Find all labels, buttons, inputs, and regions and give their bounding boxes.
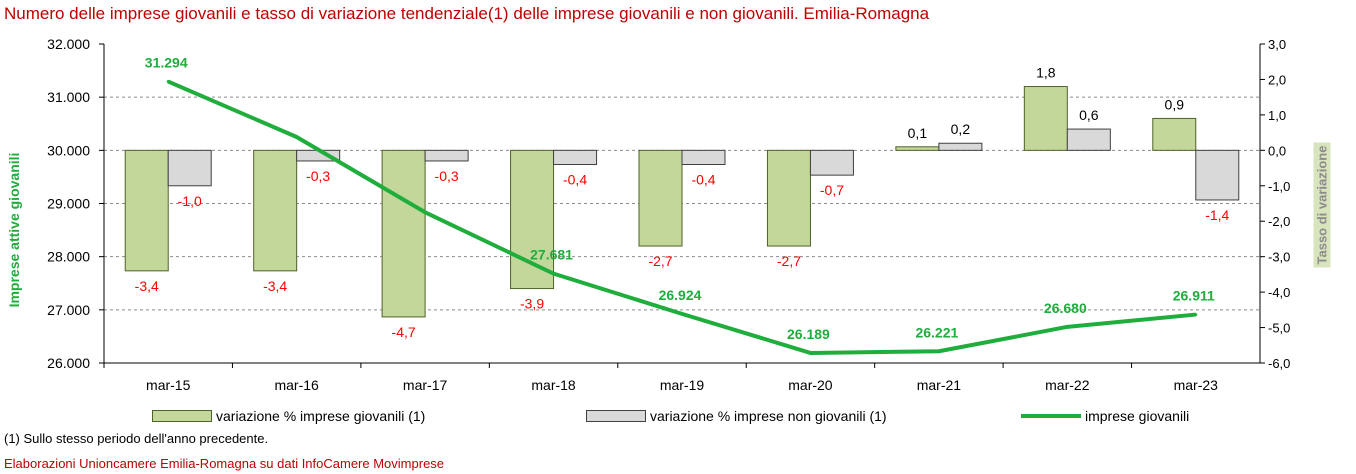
bar-young-label: 0,1 (908, 125, 928, 141)
line-point (552, 272, 556, 276)
y-right-tick-label: -5,0 (1268, 321, 1290, 336)
x-tick-label: mar-21 (917, 377, 962, 393)
bar-nonyoung-label: -0,3 (435, 168, 459, 184)
line-point (1065, 325, 1069, 329)
bar-young (895, 146, 940, 151)
bar-young-label: -2,7 (648, 253, 672, 269)
bar-nonyoung (938, 142, 983, 151)
y-right-tick-label: -4,0 (1268, 285, 1290, 300)
legend-young-label: variazione % imprese giovanili (1) (216, 408, 426, 424)
x-tick-label: mar-16 (274, 377, 319, 393)
bar-nonyoung-label: 0,2 (951, 121, 971, 137)
bar-young (124, 149, 169, 272)
bar-young (510, 149, 555, 290)
line-point (166, 80, 170, 84)
bar-young (253, 149, 298, 272)
y-right-tick-label: -1,0 (1268, 179, 1290, 194)
line-point (423, 210, 427, 214)
bar-nonyoung-label: -0,7 (820, 182, 844, 198)
y-right-tick-label: -3,0 (1268, 250, 1290, 265)
bar-young-label: 0,9 (1165, 96, 1185, 112)
line-point-label: 26.221 (915, 324, 958, 340)
x-tick-label: mar-22 (1045, 377, 1090, 393)
line-point-label: 31.294 (145, 55, 188, 71)
bar-nonyoung-label: -0,3 (306, 168, 330, 184)
footnote: (1) Sullo stesso periodo dell'anno prece… (4, 431, 269, 446)
chart-title: Numero delle imprese giovanili e tasso d… (4, 4, 930, 23)
bar-young-label: -3,4 (135, 278, 159, 294)
line-point-label: 27.681 (530, 247, 573, 263)
y-left-tick-label: 32.000 (47, 36, 90, 52)
bar-nonyoung (681, 149, 726, 166)
legend-young-bars: variazione % imprese giovanili (1) (152, 408, 425, 424)
y-axis-left-title: Imprese attive giovanili (6, 152, 22, 308)
y-left-tick-label: 29.000 (47, 196, 90, 212)
y-right-tick-label: -2,0 (1268, 214, 1290, 229)
legend-line: imprese giovanili (1021, 408, 1189, 424)
bar-nonyoung-label: -0,4 (563, 172, 587, 188)
bar-nonyoung (1195, 149, 1240, 201)
legend-nonyoung-swatch (586, 410, 646, 422)
y-left-tick-label: 31.000 (47, 89, 90, 105)
bar-nonyoung-label: -0,4 (691, 172, 715, 188)
bar-young (1023, 86, 1068, 151)
line-point-label: 26.189 (787, 326, 830, 342)
line-point-label: 26.924 (659, 287, 702, 303)
legend-young-swatch (152, 410, 212, 422)
y-axis-right-title: Tasso di variazione (1313, 142, 1331, 268)
bar-young-label: -2,7 (777, 253, 801, 269)
line-point (1194, 313, 1198, 317)
y-right-tick-label: 2,0 (1268, 72, 1286, 87)
bar-nonyoung (167, 149, 212, 187)
x-tick-label: mar-17 (403, 377, 448, 393)
bar-young (766, 149, 811, 247)
legend-line-swatch (1021, 414, 1081, 418)
line-point-label: 26.680 (1044, 300, 1087, 316)
y-right-tick-label: 1,0 (1268, 108, 1286, 123)
x-tick-label: mar-20 (788, 377, 833, 393)
y-right-tick-label: 3,0 (1268, 37, 1286, 52)
x-tick-label: mar-15 (146, 377, 191, 393)
legend-nonyoung-label: variazione % imprese non giovanili (1) (650, 408, 887, 424)
y-left-tick-label: 28.000 (47, 249, 90, 265)
y-left-tick-label: 27.000 (47, 302, 90, 318)
y-right-tick-label: 0,0 (1268, 143, 1286, 158)
bar-young-label: -4,7 (392, 324, 416, 340)
y-left-tick-label: 26.000 (47, 355, 90, 371)
line-point (295, 135, 299, 139)
legend-nonyoung-bars: variazione % imprese non giovanili (1) (586, 408, 887, 424)
x-tick-label: mar-19 (660, 377, 705, 393)
bar-young-label: -3,4 (263, 278, 287, 294)
bar-nonyoung (1066, 128, 1111, 151)
x-tick-label: mar-23 (1174, 377, 1219, 393)
bar-young (381, 149, 426, 318)
y-left-tick-label: 30.000 (47, 142, 90, 158)
bar-nonyoung (424, 149, 469, 162)
bar-young-label: -3,9 (520, 296, 544, 312)
y-right-tick-label: -6,0 (1268, 356, 1290, 371)
line-point-label: 26.911 (1173, 288, 1215, 304)
bar-nonyoung-label: -1,4 (1205, 207, 1229, 223)
line-point (680, 312, 684, 316)
bar-nonyoung-label: 0,6 (1079, 107, 1099, 123)
source-note: Elaborazioni Unioncamere Emilia-Romagna … (4, 456, 445, 471)
bar-young-label: 1,8 (1036, 65, 1056, 81)
bar-nonyoung-label: -1,0 (178, 193, 202, 209)
bar-nonyoung (553, 149, 598, 166)
bar-young (1152, 117, 1197, 151)
bar-young (638, 149, 683, 247)
x-tick-label: mar-18 (531, 377, 576, 393)
legend-line-label: imprese giovanili (1085, 408, 1190, 424)
line-point (808, 351, 812, 355)
line-point (937, 349, 941, 353)
bar-nonyoung (809, 149, 854, 176)
